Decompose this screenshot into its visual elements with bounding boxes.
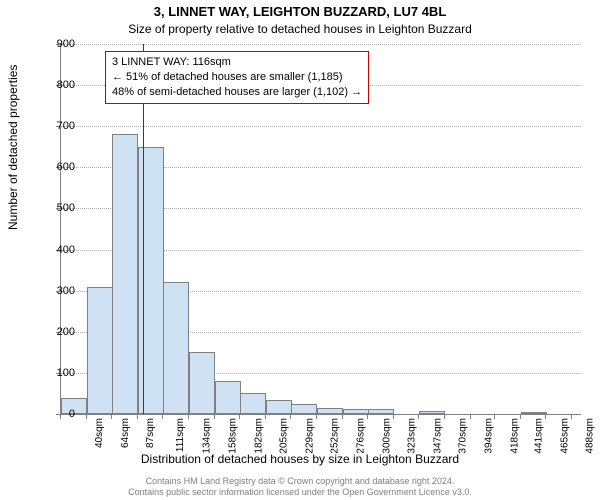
ytick-label: 500: [35, 202, 75, 214]
xtick-mark: [470, 414, 471, 419]
chart-subtitle: Size of property relative to detached ho…: [0, 22, 600, 36]
ytick-label: 200: [35, 326, 75, 338]
footer-line2: Contains public sector information licen…: [0, 487, 600, 498]
xtick-mark: [60, 414, 61, 419]
xtick-label: 394sqm: [483, 418, 494, 454]
xtick-label: 347sqm: [432, 418, 443, 454]
xtick-mark: [316, 414, 317, 419]
histogram-bar: [87, 287, 113, 414]
histogram-bar: [266, 400, 292, 414]
marker-callout: 3 LINNET WAY: 116sqm ← 51% of detached h…: [105, 51, 369, 104]
gridline: [61, 126, 581, 127]
xtick-label: 134sqm: [201, 418, 212, 454]
y-axis-label: Number of detached properties: [6, 65, 20, 230]
xtick-label: 441sqm: [534, 418, 545, 454]
xtick-label: 300sqm: [381, 418, 392, 454]
xtick-mark: [571, 414, 572, 419]
xtick-mark: [239, 414, 240, 419]
footer-attribution: Contains HM Land Registry data © Crown c…: [0, 476, 600, 499]
xtick-label: 40sqm: [94, 418, 105, 448]
xtick-label: 182sqm: [253, 418, 264, 454]
histogram-bar: [112, 134, 138, 414]
xtick-mark: [520, 414, 521, 419]
xtick-label: 252sqm: [329, 418, 340, 454]
xtick-label: 323sqm: [406, 418, 417, 454]
histogram-bar: [138, 147, 164, 414]
xtick-mark: [86, 414, 87, 419]
xtick-mark: [188, 414, 189, 419]
callout-line3: 48% of semi-detached houses are larger (…: [112, 85, 362, 100]
xtick-label: 465sqm: [560, 418, 571, 454]
histogram-bar: [240, 393, 266, 414]
gridline: [61, 44, 581, 45]
xtick-mark: [137, 414, 138, 419]
ytick-label: 0: [35, 408, 75, 420]
histogram-bar: [368, 409, 394, 414]
histogram-bar: [215, 381, 241, 414]
xtick-mark: [290, 414, 291, 419]
footer-line1: Contains HM Land Registry data © Crown c…: [0, 476, 600, 487]
xtick-mark: [545, 414, 546, 419]
xtick-label: 488sqm: [585, 418, 596, 454]
xtick-mark: [214, 414, 215, 419]
xtick-label: 370sqm: [457, 418, 468, 454]
xtick-mark: [111, 414, 112, 419]
xtick-label: 87sqm: [145, 418, 156, 448]
histogram-bar: [521, 412, 547, 414]
x-axis-label: Distribution of detached houses by size …: [0, 452, 600, 466]
xtick-label: 418sqm: [509, 418, 520, 454]
histogram-bar: [189, 352, 215, 414]
xtick-mark: [265, 414, 266, 419]
histogram-bar: [419, 411, 445, 414]
chart-container: 3, LINNET WAY, LEIGHTON BUZZARD, LU7 4BL…: [0, 0, 600, 500]
ytick-label: 600: [35, 161, 75, 173]
callout-line2: ← 51% of detached houses are smaller (1,…: [112, 70, 362, 85]
xtick-label: 205sqm: [278, 418, 289, 454]
xtick-label: 229sqm: [304, 418, 315, 454]
ytick-label: 900: [35, 38, 75, 50]
chart-title: 3, LINNET WAY, LEIGHTON BUZZARD, LU7 4BL: [0, 4, 600, 19]
xtick-mark: [393, 414, 394, 419]
xtick-label: 111sqm: [175, 418, 186, 452]
xtick-label: 64sqm: [120, 418, 131, 448]
ytick-label: 800: [35, 79, 75, 91]
ytick-label: 300: [35, 285, 75, 297]
histogram-bar: [343, 409, 369, 414]
xtick-label: 158sqm: [227, 418, 238, 454]
histogram-bar: [291, 404, 317, 414]
histogram-bar: [163, 282, 189, 414]
xtick-label: 276sqm: [355, 418, 366, 454]
xtick-mark: [444, 414, 445, 419]
xtick-mark: [367, 414, 368, 419]
ytick-label: 100: [35, 367, 75, 379]
callout-line1: 3 LINNET WAY: 116sqm: [112, 55, 362, 70]
histogram-bar: [317, 408, 343, 414]
ytick-label: 700: [35, 120, 75, 132]
xtick-mark: [342, 414, 343, 419]
xtick-mark: [418, 414, 419, 419]
ytick-label: 400: [35, 244, 75, 256]
xtick-mark: [494, 414, 495, 419]
xtick-mark: [162, 414, 163, 419]
